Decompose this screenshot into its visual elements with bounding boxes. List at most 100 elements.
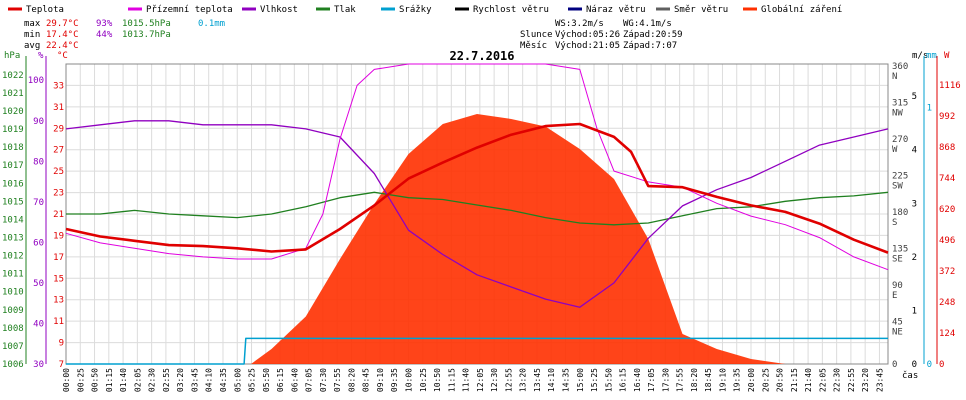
tick-label-wm2: 496 [939, 236, 955, 246]
tick-label-x: 02:55 [162, 368, 171, 392]
tick-label-mm: 1 [927, 104, 932, 114]
tick-label-x: 15:50 [604, 368, 613, 392]
tick-label-x: 08:20 [347, 368, 356, 392]
tick-label-hpa: 1010 [2, 288, 24, 298]
tick-label-degc: 17 [53, 253, 64, 263]
tick-label-deg-dir: SW [892, 182, 903, 192]
tick-label-hpa: 1013 [2, 233, 24, 243]
tick-label-hpa: 1019 [2, 125, 24, 135]
tick-label-deg: 0 [892, 360, 897, 370]
tick-label-wm2: 124 [939, 329, 955, 339]
tick-label-x: 02:30 [148, 368, 157, 392]
tick-label-ms: 3 [912, 199, 917, 209]
tick-label-degc: 11 [53, 317, 64, 327]
tick-label-deg: 270 [892, 135, 908, 145]
stat-sun-set: Západ:20:59 [623, 30, 683, 40]
tick-label-deg-dir: N [892, 72, 897, 82]
axis-label-hpa: hPa [4, 51, 20, 61]
tick-label-x: 08:45 [362, 368, 371, 392]
tick-label-deg: 315 [892, 99, 908, 109]
stat-sun-rise: Východ:05:26 [555, 30, 620, 40]
stat-moon-rise: Východ:21:05 [555, 41, 620, 51]
tick-label-ms: 2 [912, 253, 917, 263]
tick-label-x: 19:10 [718, 368, 727, 392]
tick-label-x: 12:05 [476, 368, 485, 392]
tick-label-x: 12:30 [490, 368, 499, 392]
tick-label-wm2: 744 [939, 174, 955, 184]
legend-label: Náraz větru [586, 5, 646, 15]
tick-label-degc: 7 [59, 360, 64, 370]
stat-min-hum: 44% [96, 30, 113, 40]
tick-label-hpa: 1015 [2, 197, 24, 207]
legend-label: Globální záření [761, 5, 842, 15]
tick-label-wm2: 868 [939, 143, 955, 153]
tick-label-x: 07:05 [305, 368, 314, 392]
tick-label-hpa: 1020 [2, 107, 24, 117]
plot-area [65, 63, 889, 365]
stat-min-label: min [24, 30, 40, 40]
tick-label-hpa: 1016 [2, 179, 24, 189]
tick-label-degc: 27 [53, 146, 64, 156]
tick-label-wm2: 0 [939, 360, 944, 370]
x-axis: 00:00 00:25 00:50 01:15 01:40 02:05 02:30 02:55… [62, 368, 918, 392]
tick-label-x: 23:20 [861, 368, 870, 392]
tick-label-x: 10:50 [433, 368, 442, 392]
legend-label: Rychlost větru [473, 5, 549, 15]
tick-label-deg-dir: SE [892, 255, 903, 265]
tick-label-wm2: 1116 [939, 81, 961, 91]
tick-label-degc: 21 [53, 210, 64, 220]
tick-label-deg: 135 [892, 245, 908, 255]
tick-label-mm: 0 [927, 360, 932, 370]
stat-ws: WS:3.2m/s [555, 19, 604, 29]
tick-label-degc: 29 [53, 124, 64, 134]
tick-label-x: 11:40 [462, 368, 471, 392]
tick-label-wm2: 372 [939, 267, 955, 277]
tick-label-x: 14:35 [561, 368, 570, 392]
tick-label-x: 20:25 [761, 368, 770, 392]
series-line-teplota [65, 122, 889, 254]
tick-label-degc: 31 [53, 103, 64, 113]
tick-label-deg: 225 [892, 172, 908, 182]
tick-label-x: 00:25 [76, 368, 85, 392]
tick-label-degc: 9 [59, 339, 64, 349]
tick-label-x: 07:55 [333, 368, 342, 392]
stat-avg-temp: 22.4°C [46, 41, 79, 51]
tick-label-x: 04:35 [219, 368, 228, 392]
stat-avg-label: avg [24, 41, 40, 51]
tick-label-x: 17:05 [647, 368, 656, 392]
tick-label-degc: 13 [53, 296, 64, 306]
tick-label-pct: 60 [33, 238, 44, 248]
stat-max-press: 1015.5hPa [122, 19, 171, 29]
stat-min-press: 1013.7hPa [122, 30, 171, 40]
tick-label-ms: 0 [912, 360, 917, 370]
axis-label-mm: mm [926, 51, 937, 61]
tick-label-x: 16:15 [619, 368, 628, 392]
tick-label-x: 06:15 [276, 368, 285, 392]
series-line-vlhkost [65, 120, 889, 308]
stat-max-label: max [24, 19, 41, 29]
tick-label-ms: 1 [912, 306, 917, 316]
tick-label-pct: 90 [33, 117, 44, 127]
tick-label-x: 05:50 [262, 368, 271, 392]
stat-moon-set: Západ:7:07 [623, 41, 677, 51]
axis-label-wm2: W [944, 51, 950, 61]
tick-label-x: 01:40 [119, 368, 128, 392]
tick-label-x: 09:10 [376, 368, 385, 392]
chart-title: 22.7.2016 [449, 49, 514, 63]
tick-label-x: 13:45 [533, 368, 542, 392]
series-line-tlak [66, 191, 889, 226]
stat-max-temp: 29.7°C [46, 19, 79, 29]
tick-label-hpa: 1022 [2, 71, 24, 81]
tick-label-deg: 45 [892, 318, 903, 328]
tick-label-x: 18:20 [690, 368, 699, 392]
tick-label-x: 10:25 [419, 368, 428, 392]
tick-label-wm2: 248 [939, 298, 955, 308]
tick-label-pct: 30 [33, 360, 44, 370]
tick-label-x: 22:55 [847, 368, 856, 392]
tick-label-wm2: 992 [939, 112, 955, 122]
tick-label-x: 18:45 [704, 368, 713, 392]
tick-label-hpa: 1008 [2, 324, 24, 334]
tick-label-x: 02:05 [133, 368, 142, 392]
